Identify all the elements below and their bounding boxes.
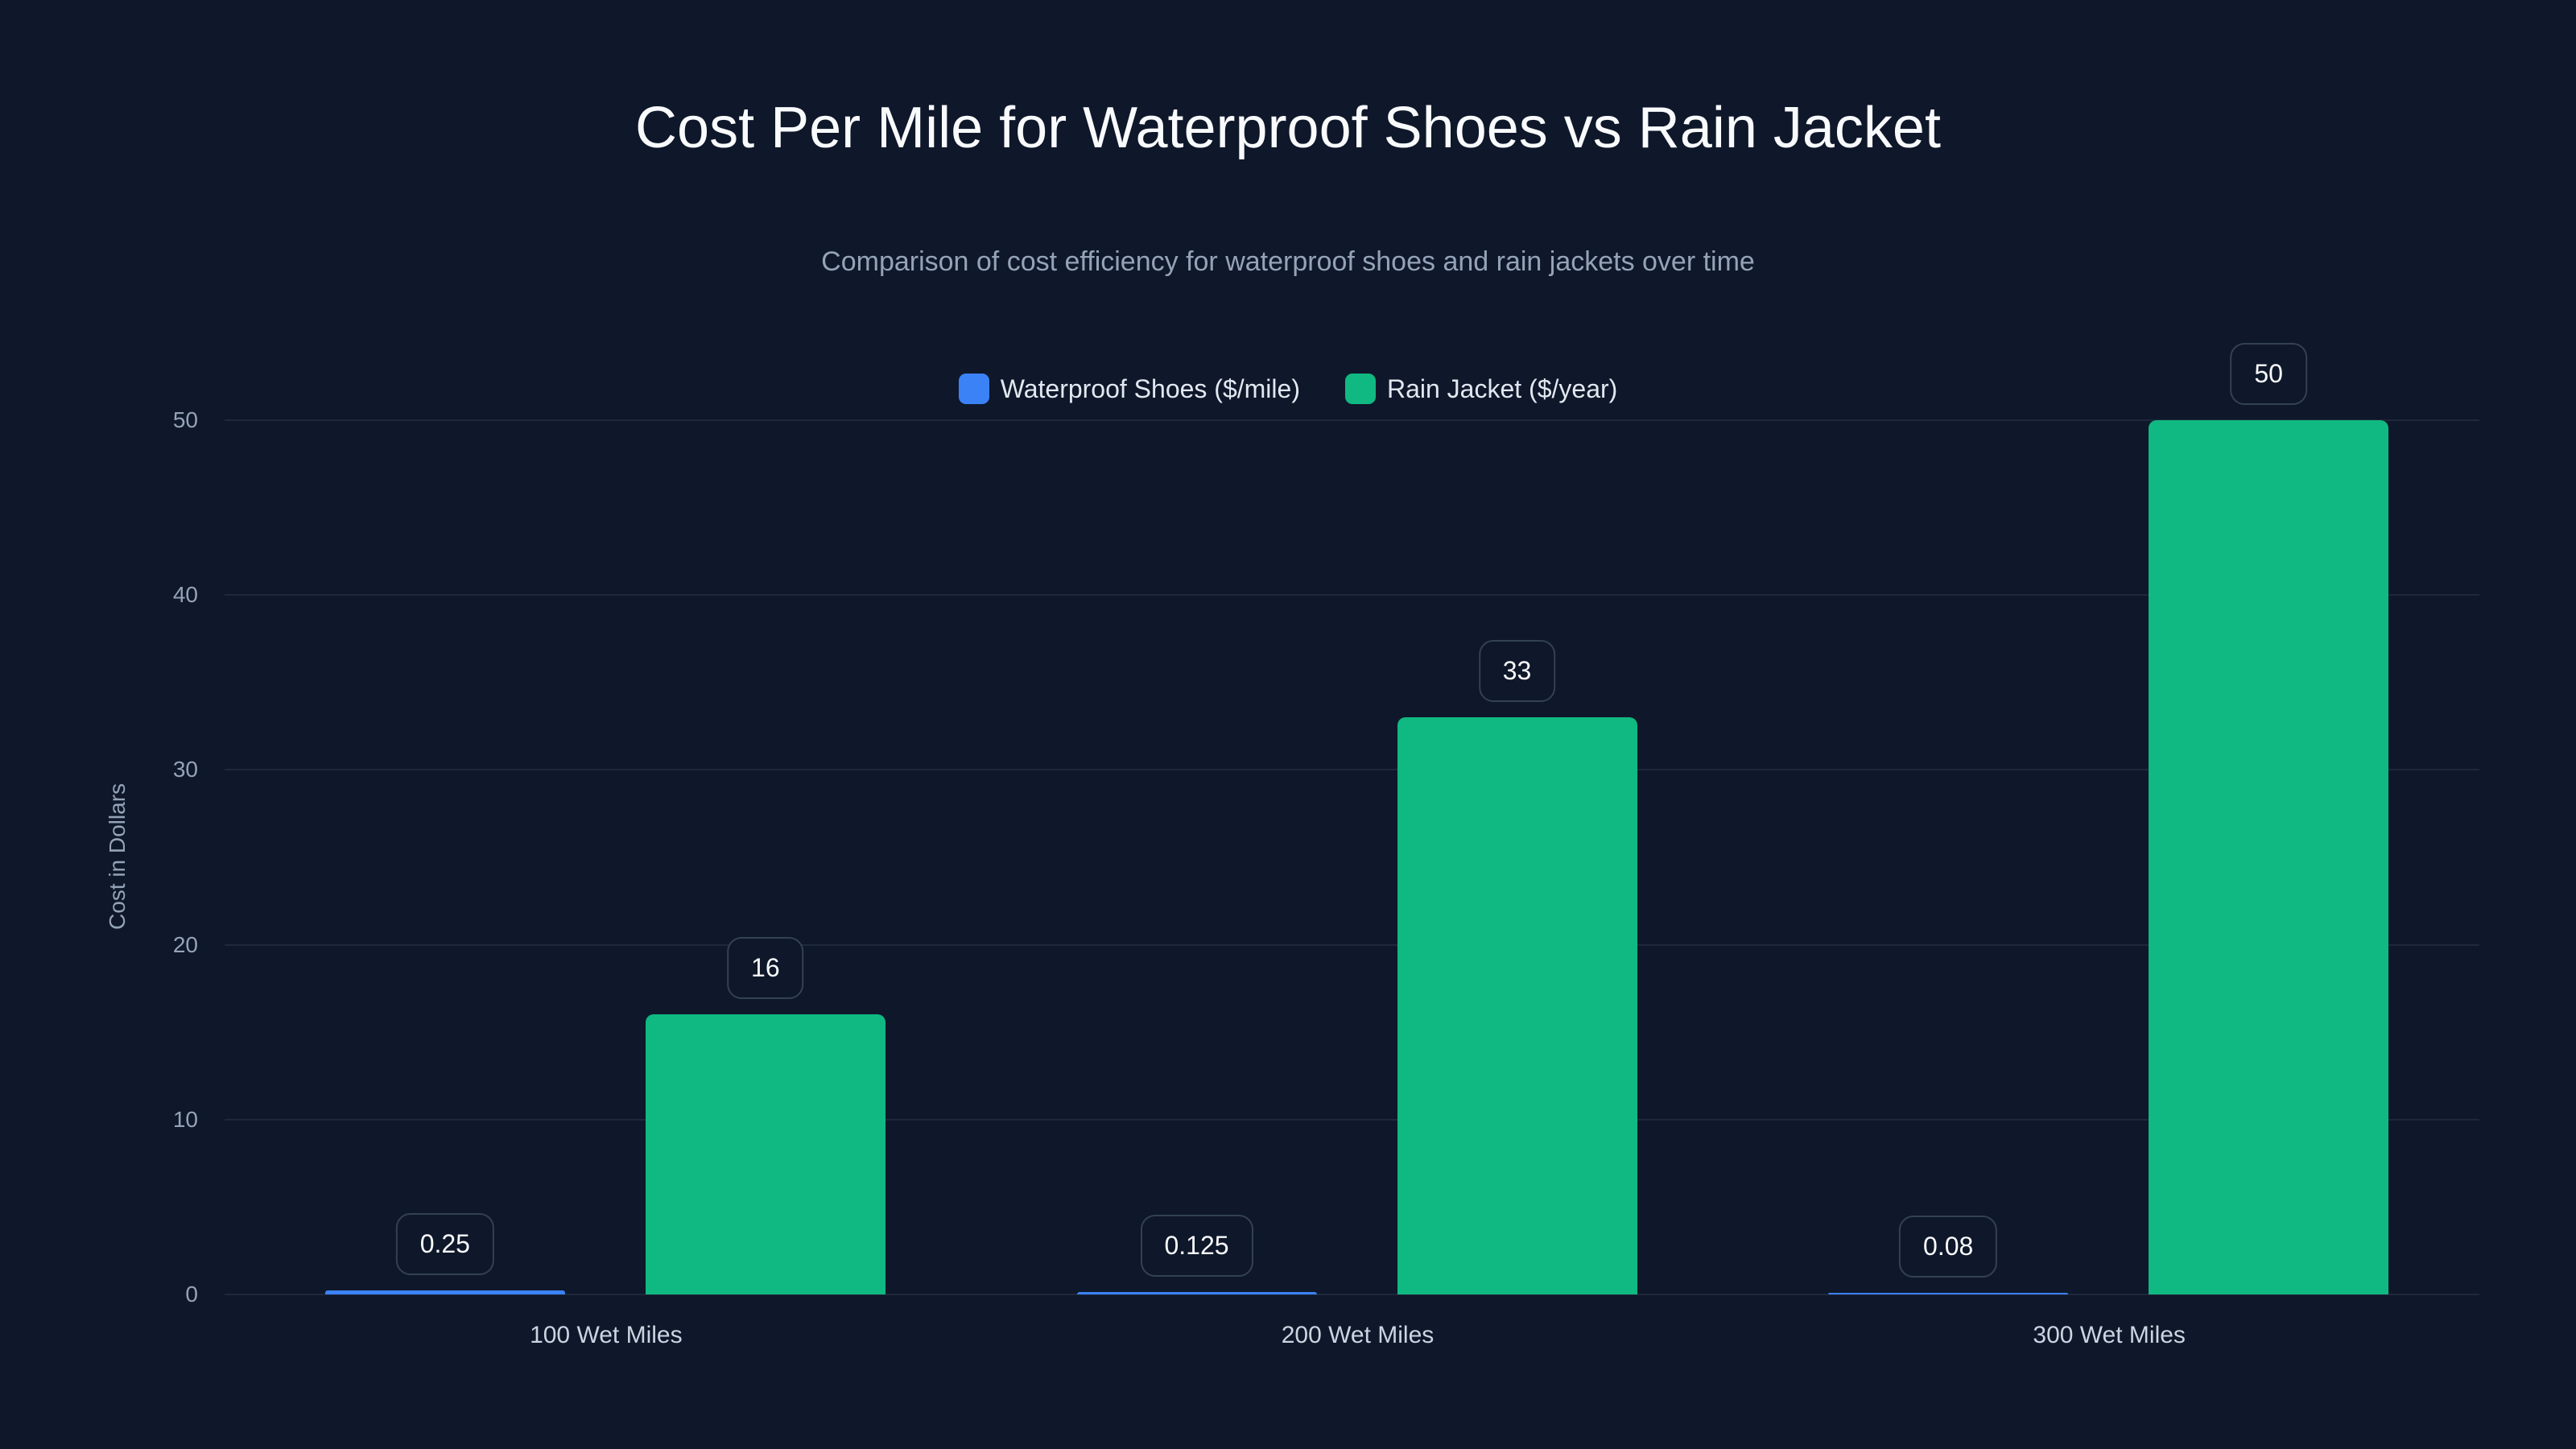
- chart-subtitle: Comparison of cost efficiency for waterp…: [821, 246, 1755, 277]
- chart-title: Cost Per Mile for Waterproof Shoes vs Ra…: [635, 96, 1941, 160]
- bar-rain-jacket[interactable]: [2149, 420, 2389, 1294]
- bar-rain-jacket[interactable]: [645, 1014, 886, 1294]
- y-tick-label: 0: [185, 1282, 198, 1307]
- bar-waterproof-shoes[interactable]: [1828, 1293, 2069, 1294]
- bar-waterproof-shoes[interactable]: [1076, 1292, 1317, 1294]
- y-tick-label: 10: [172, 1106, 198, 1132]
- legend-label: Rain Jacket ($/year): [1386, 374, 1618, 403]
- gridline: [225, 1294, 2479, 1295]
- legend-swatch-blue-icon: [958, 374, 989, 404]
- y-tick-label: 50: [172, 407, 198, 432]
- x-tick-label: 100 Wet Miles: [530, 1322, 683, 1348]
- value-label: 0.125: [1140, 1215, 1253, 1278]
- value-label: 0.08: [1899, 1216, 1998, 1278]
- legend-item-waterproof-shoes[interactable]: Waterproof Shoes ($/mile): [958, 374, 1300, 404]
- gridline: [225, 1118, 2479, 1121]
- legend-swatch-green-icon: [1344, 374, 1376, 404]
- gridline: [225, 594, 2479, 597]
- value-label: 33: [1478, 640, 1556, 703]
- value-label: 50: [2230, 343, 2307, 405]
- legend: Waterproof Shoes ($/mile) Rain Jacket ($…: [0, 374, 2576, 404]
- y-tick-label: 20: [172, 931, 198, 957]
- value-label: 16: [727, 937, 804, 1000]
- gridline: [225, 769, 2479, 771]
- gridline: [225, 419, 2479, 421]
- gridline: [225, 943, 2479, 946]
- bar-waterproof-shoes[interactable]: [324, 1290, 565, 1294]
- value-label: 0.25: [395, 1212, 494, 1275]
- legend-label: Waterproof Shoes ($/mile): [1000, 374, 1300, 403]
- bar-rain-jacket[interactable]: [1397, 717, 1637, 1294]
- y-axis-label: Cost in Dollars: [105, 782, 130, 931]
- x-tick-label: 200 Wet Miles: [1281, 1322, 1435, 1348]
- x-tick-label: 300 Wet Miles: [2033, 1322, 2186, 1348]
- legend-item-rain-jacket[interactable]: Rain Jacket ($/year): [1344, 374, 1618, 404]
- y-tick-label: 40: [172, 582, 198, 608]
- y-tick-label: 30: [172, 757, 198, 782]
